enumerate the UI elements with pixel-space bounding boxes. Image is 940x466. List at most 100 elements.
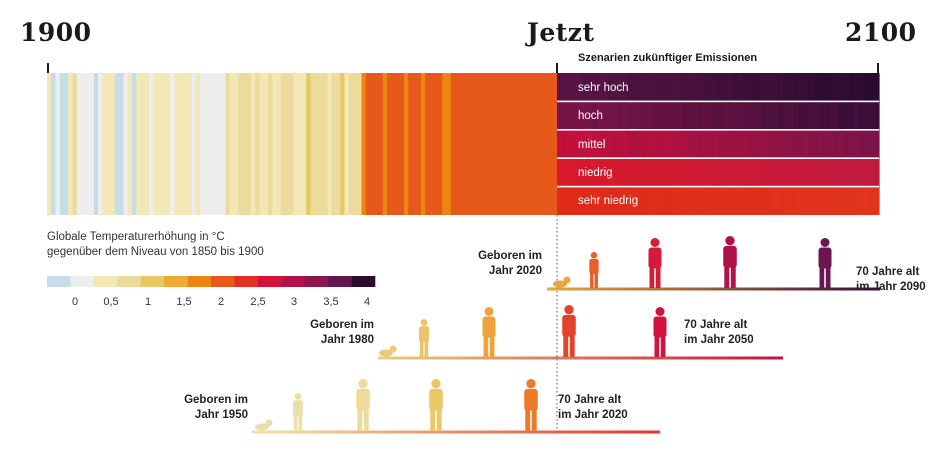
scenario-stripe [843, 101, 850, 130]
scenario-stripe [647, 129, 654, 159]
historic-stripe [476, 73, 482, 215]
scenario-stripe [712, 129, 719, 159]
historic-stripe [127, 73, 133, 215]
scenario-stripe [813, 129, 820, 159]
scenario-stripe [682, 73, 689, 102]
historic-stripe [263, 73, 269, 215]
timeline-1950 [252, 430, 660, 434]
scenario-stripe [657, 129, 664, 159]
scenario-divider [557, 100, 879, 103]
scenario-stripe [662, 186, 669, 215]
scenario-stripe [863, 101, 870, 130]
scenario-stripe [853, 101, 860, 130]
scenario-stripe [798, 186, 805, 215]
scenario-stripe [828, 186, 835, 215]
scenario-stripe [607, 129, 613, 159]
age70-2090-label: 70 Jahre alt im Jahr 2090 [856, 265, 926, 295]
scenario-stripe [562, 158, 568, 187]
scenario-stripe [712, 186, 719, 215]
scenario-stripe [813, 101, 820, 130]
historic-stripe [310, 73, 316, 215]
scenario-stripe [567, 186, 573, 215]
historic-stripe [489, 73, 494, 215]
scenario-stripe [818, 186, 825, 215]
historic-stripe [408, 73, 414, 215]
scenario-stripe [738, 101, 744, 130]
scenario-stripe [587, 101, 593, 130]
senior-2090-icon [818, 238, 832, 288]
scenario-stripe [627, 186, 634, 215]
scenario-stripe [607, 186, 613, 215]
scenario-stripe [853, 129, 860, 159]
baby-2020-icon [553, 276, 571, 288]
scenario-stripe [582, 73, 588, 102]
historic-stripe [229, 73, 235, 215]
scenario-stripe [793, 129, 800, 159]
scenario-stripe [778, 186, 785, 215]
legend-tick-label: 0 [71, 296, 79, 308]
historic-stripe [374, 73, 380, 215]
scenario-stripe [647, 186, 654, 215]
legend-tick-label: 1 [144, 296, 152, 308]
scenario-stripe [707, 73, 714, 102]
historic-stripe [484, 73, 490, 215]
adult-1980-icon [482, 307, 496, 357]
age70-2050-line2: im Jahr 2050 [684, 334, 754, 346]
scenario-stripe [667, 101, 674, 130]
scenario-stripe [803, 129, 810, 159]
historic-stripe [510, 73, 516, 215]
legend-tick-label: 4 [363, 296, 371, 308]
historic-stripe [518, 73, 524, 215]
historic-stripe [548, 73, 554, 215]
scenario-stripe [662, 101, 669, 130]
scenario-stripe [823, 101, 830, 130]
scenario-stripe [567, 101, 573, 130]
legend-tick-label: 3 [290, 296, 298, 308]
scenario-stripe [577, 186, 583, 215]
scenario-stripe [828, 158, 835, 187]
scenario-stripe [768, 73, 774, 102]
legend-swatch [304, 276, 329, 287]
scenario-stripe [682, 129, 689, 159]
scenario-stripe [637, 158, 644, 187]
historic-stripe [357, 73, 363, 215]
scenario-stripe [793, 158, 800, 187]
scenario-label-sehr-hoch: sehr hoch [578, 82, 629, 94]
historic-stripe [319, 73, 324, 215]
historic-stripe [323, 73, 329, 215]
scenario-stripe [743, 129, 749, 159]
scenario-stripe [672, 101, 679, 130]
scenario-stripe [562, 129, 568, 159]
end-year-label: 2100 [845, 18, 917, 47]
historic-stripe [412, 73, 418, 215]
start-tick [47, 63, 49, 73]
scenario-stripe [682, 101, 689, 130]
scenario-stripe [778, 73, 785, 102]
historic-stripe [55, 73, 61, 215]
scenario-stripe [707, 186, 714, 215]
scenario-stripe [592, 186, 598, 215]
legend-tick-label: 3,5 [323, 296, 339, 308]
scenario-stripe [733, 158, 739, 187]
scenario-stripe [853, 73, 860, 102]
scenario-stripe [723, 73, 729, 102]
scenario-stripe [612, 101, 618, 130]
historic-stripe [195, 73, 201, 215]
scenario-stripe [632, 73, 639, 102]
scenario-stripe [702, 186, 709, 215]
scenario-label-mittel: mittel [578, 139, 606, 151]
scenario-stripe [748, 158, 754, 187]
scenario-stripe [868, 158, 875, 187]
scenario-stripe [557, 186, 563, 215]
scenario-stripe [868, 129, 875, 159]
scenario-stripe [557, 129, 563, 159]
legend-title-line2: gegenüber dem Niveau von 1850 bis 1900 [47, 246, 264, 258]
scenario-stripe [818, 101, 825, 130]
scenario-stripe [632, 129, 639, 159]
historic-stripe [102, 73, 108, 215]
child-2020-icon [589, 252, 599, 288]
scenario-stripe [622, 73, 629, 102]
scenario-stripe [863, 129, 870, 159]
scenario-stripe [718, 73, 724, 102]
scenario-stripe [572, 158, 578, 187]
